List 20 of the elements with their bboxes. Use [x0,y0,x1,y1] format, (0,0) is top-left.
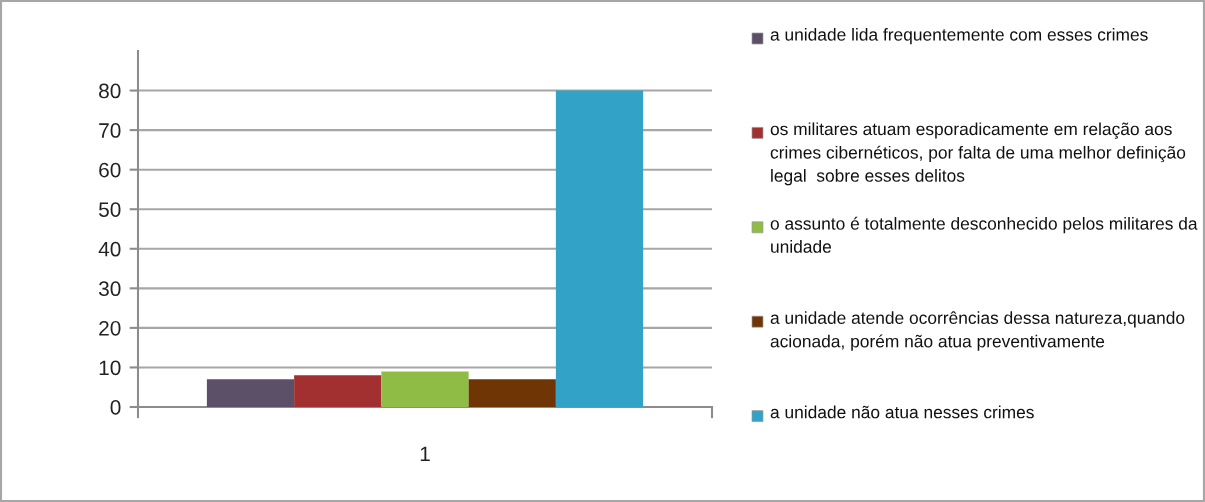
y-tick-label: 20 [99,320,121,336]
y-tick-label: 0 [110,400,121,415]
y-tick-label: 70 [99,123,121,138]
legend-label: a unidade não atua nesses crimes [770,405,1034,419]
bar [468,379,556,407]
legend-label: a unidade lida frequentemente com esses crimes [770,28,1148,45]
y-tick-label: 60 [99,162,121,178]
y-tick-label: 10 [99,360,121,376]
legend-label: os militares atuam esporadicamente em relação aos crimes cibernéticos, por falta de uma melhor definição legal sobre esses delitos [770,122,1186,186]
legend-label: a unidade atende ocorrências dessa natureza,quando acionada, porém não atua preventivamente [770,311,1185,351]
y-tick-label: 80 [99,83,121,99]
bar [381,371,469,407]
bar [206,379,295,407]
x-tick-label: 1 [420,446,430,461]
y-tick-label: 30 [98,281,121,297]
legend-label: o assunto é totalmente desconhecido pelos militares da unidade [770,216,1198,253]
y-tick-label: 50 [99,202,121,217]
y-tick-label: 40 [98,241,121,257]
bar [294,375,382,407]
bar [555,90,644,407]
